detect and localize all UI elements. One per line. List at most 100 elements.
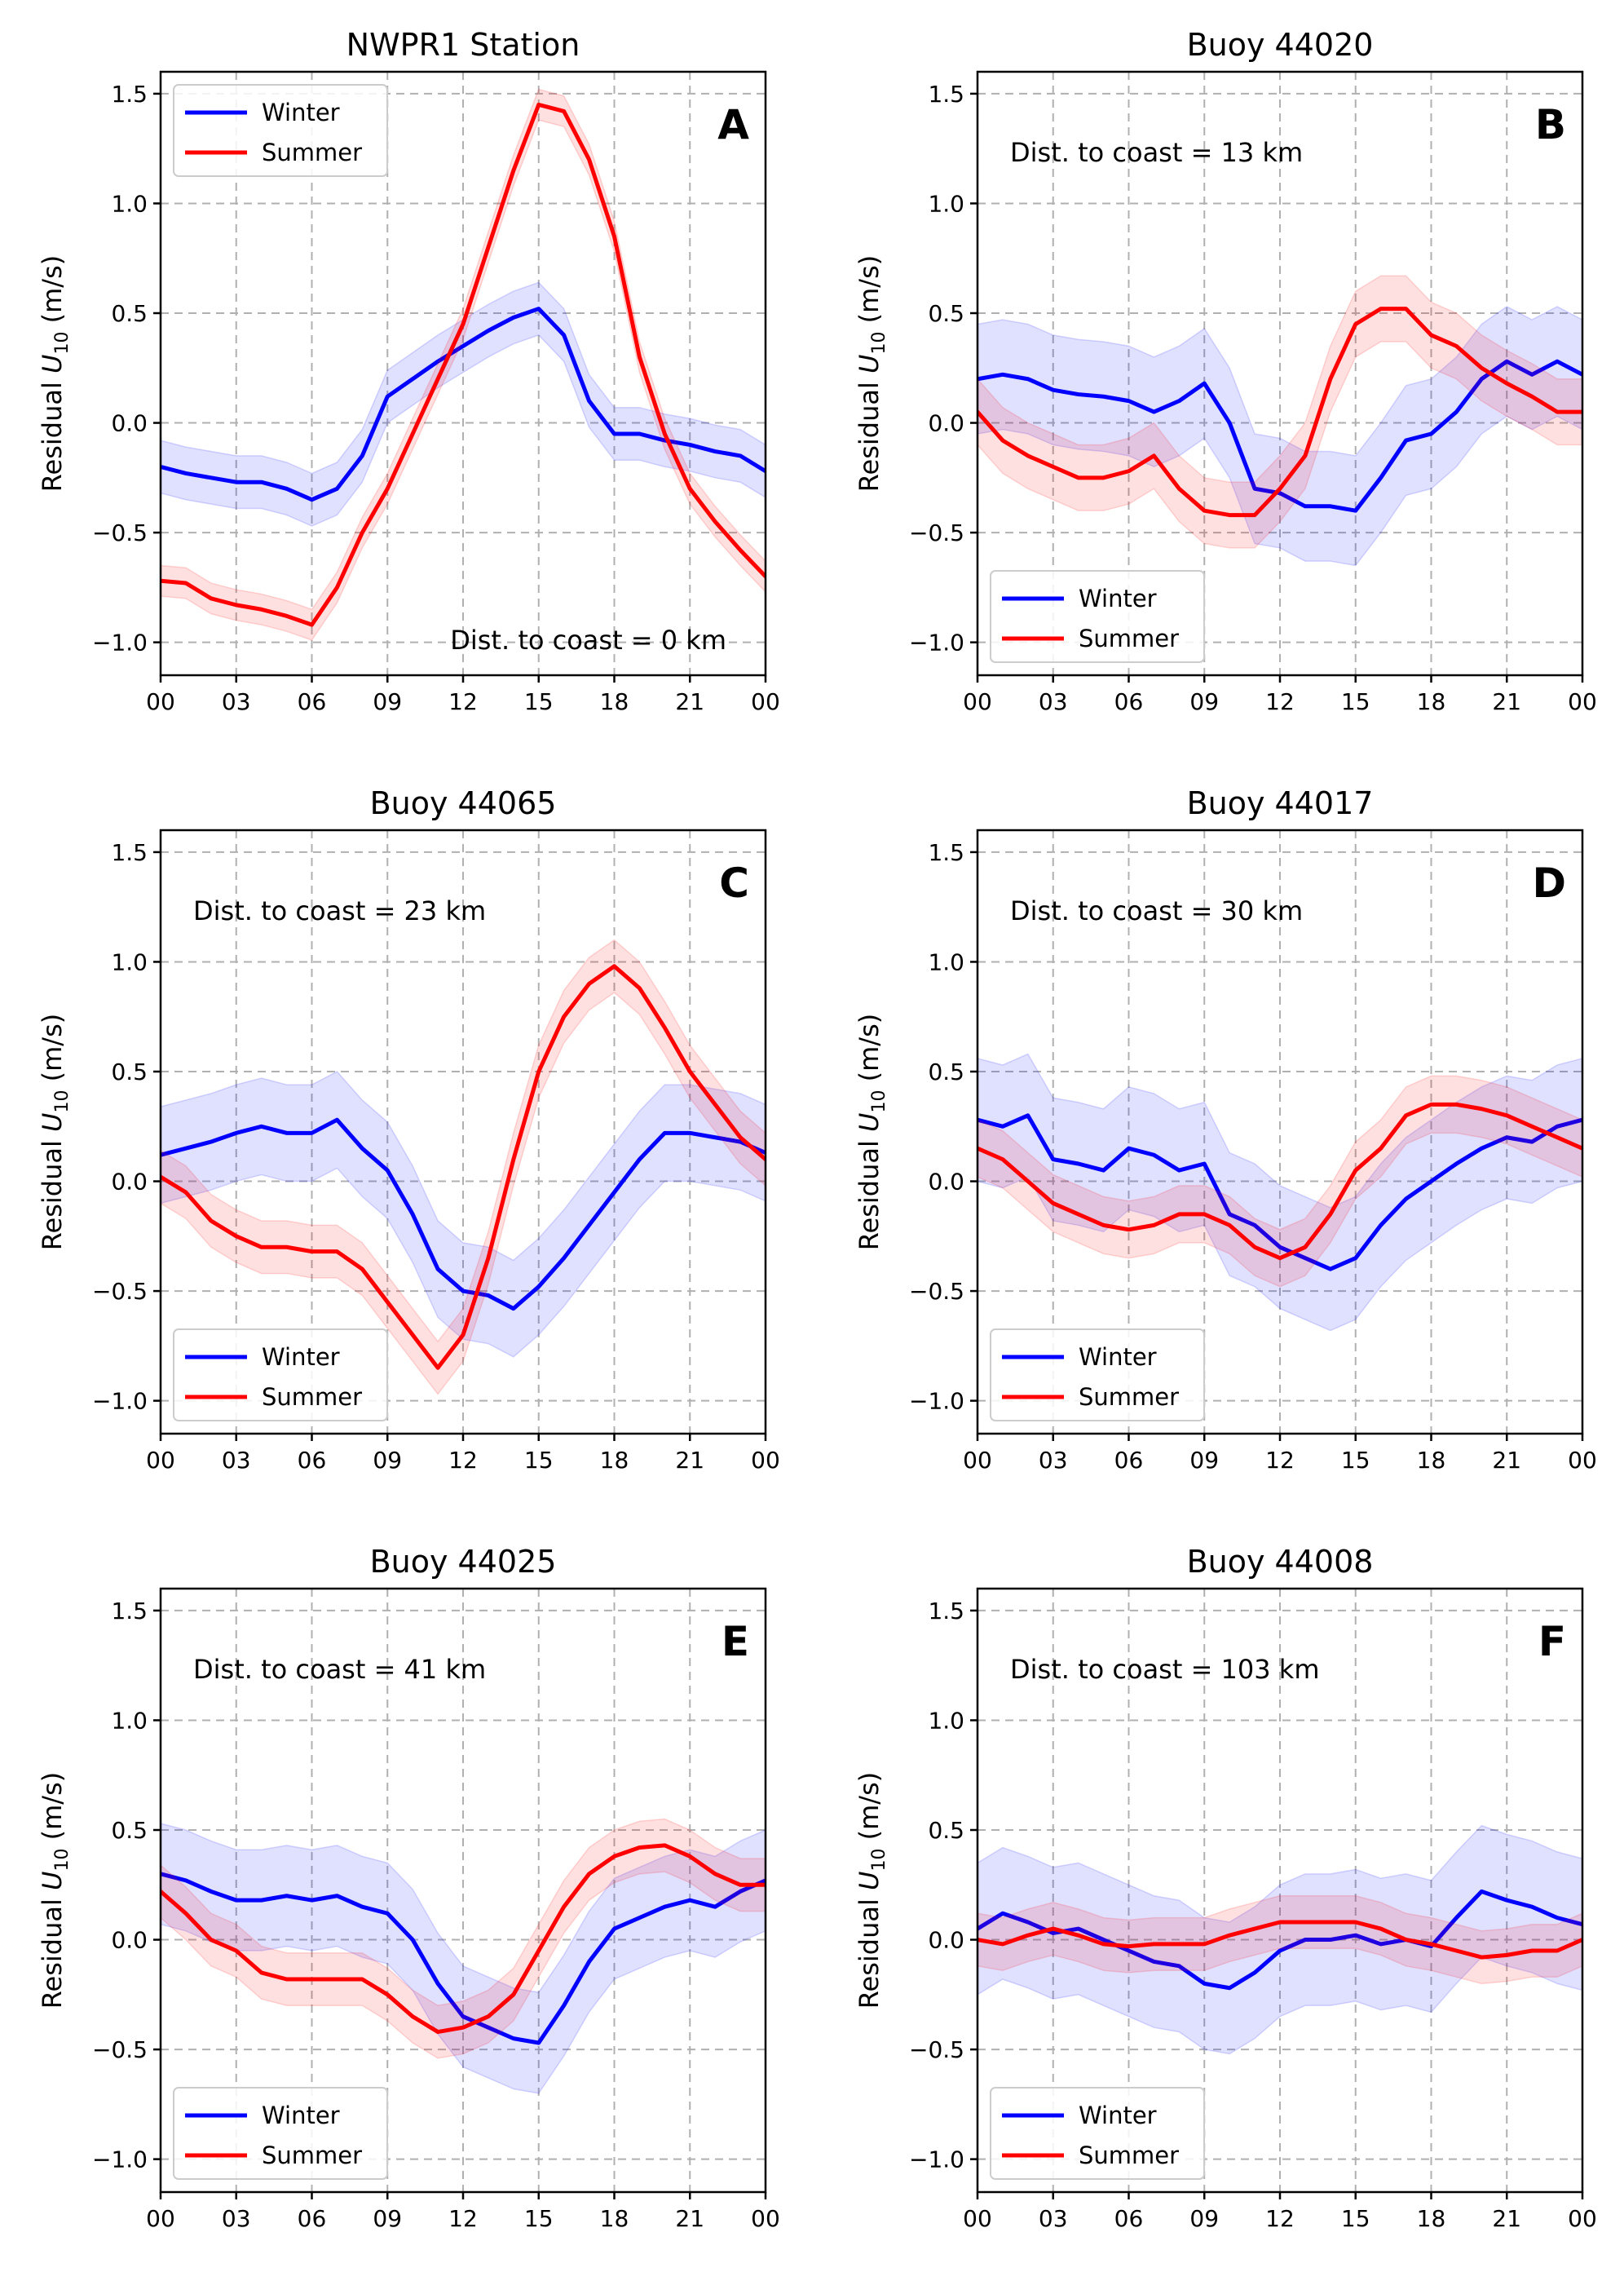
y-axis-label-sub: 10 [869,332,889,355]
y-tick-label: 1.0 [111,948,148,975]
x-tick-label: 03 [1039,2205,1068,2232]
y-tick-label: −0.5 [92,519,148,546]
x-tick-label: 00 [963,1447,992,1474]
x-tick-label: 09 [373,1447,402,1474]
x-tick-label: 09 [373,688,402,715]
panel-letter: E [722,1618,749,1665]
plot-area [161,88,766,641]
y-tick-label: 0.0 [928,1927,964,1954]
y-axis-label: Residual U10 (m/s) [854,1772,889,2009]
y-tick-label: 0.0 [111,410,148,437]
y-axis-label-main: Residual [37,374,68,492]
x-tick-label: 09 [1189,1447,1219,1474]
x-tick-label: 15 [524,1447,554,1474]
panel-a: 00 03 06 09 12 15 18 21 00 −1.0 −0.5 0.0 0.5 1.0 1.5 NW… [37,27,780,715]
series-band-winter [161,1071,766,1358]
y-axis-label-unit: (m/s) [37,1772,68,1849]
panel-title: Buoy 44065 [370,785,557,821]
y-axis-label-var: U [854,1113,885,1132]
panel-title: Buoy 44020 [1187,27,1374,63]
x-tick-label: 03 [1039,688,1068,715]
series-band-summer [161,1818,766,2059]
y-axis-label: Residual U10 (m/s) [37,1772,73,2009]
plot-frame [159,1587,767,2194]
y-axis-label-sub: 10 [869,1090,889,1113]
legend-label-winter: Winter [1079,585,1157,612]
distance-annotation: Dist. to coast = 30 km [1010,895,1303,926]
y-tick-label: 1.5 [111,81,148,108]
y-axis-label-sub: 10 [52,1090,73,1113]
plot-frame [159,70,767,677]
y-tick-label: −0.5 [909,519,964,546]
x-tick-label: 12 [448,2205,478,2232]
y-tick-label: −1.0 [909,1388,964,1415]
plot-frame [159,829,767,1435]
plot-area [161,939,766,1395]
y-tick-label: 0.5 [111,300,148,327]
y-tick-label: −0.5 [909,1278,964,1305]
x-tick-label: 00 [751,1447,780,1474]
y-axis-label-var: U [854,355,885,374]
y-tick-label: 1.5 [111,1598,148,1624]
x-tick-label: 00 [146,688,175,715]
x-tick-label: 09 [373,2205,402,2232]
legend-label-summer: Summer [262,1383,362,1411]
y-axis-label: Residual U10 (m/s) [854,1014,889,1251]
x-tick-label: 12 [1265,688,1295,715]
plot-area [977,1053,1582,1332]
y-tick-label: 1.0 [928,1707,964,1734]
y-tick-label: −0.5 [92,1278,148,1305]
series-band-winter [161,1823,766,2094]
x-tick-label: 06 [298,2205,327,2232]
distance-annotation: Dist. to coast = 23 km [193,895,486,926]
plot-frame [976,1587,1584,2194]
y-tick-label: 1.5 [928,1598,964,1624]
panel-letter: C [719,860,749,907]
series-band-summer [977,1894,1582,1985]
legend-label-summer: Summer [1079,2142,1179,2169]
y-axis-label-var: U [854,1872,885,1890]
x-tick-label: 12 [1265,2205,1295,2232]
panel-d: 00 03 06 09 12 15 18 21 00 −1.0 −0.5 0.0 0.5 1.0 1.5 Bu… [854,785,1597,1474]
panel-title: NWPR1 Station [346,27,580,63]
y-axis-label-var: U [37,1872,68,1890]
x-tick-label: 06 [298,1447,327,1474]
series-band-summer [977,275,1582,549]
x-tick-label: 18 [1417,1447,1446,1474]
y-axis-label-unit: (m/s) [854,1014,885,1090]
plot-frame [976,70,1584,677]
y-tick-label: 0.0 [111,1169,148,1196]
y-tick-label: −1.0 [92,630,148,656]
x-tick-label: 00 [146,2205,175,2232]
x-tick-label: 18 [1417,2205,1446,2232]
series-band-summer [977,1075,1582,1288]
series-band-winter [977,306,1582,567]
distance-annotation: Dist. to coast = 0 km [450,625,726,656]
panel-letter: F [1538,1618,1566,1665]
panel-title: Buoy 44008 [1187,1544,1374,1580]
y-tick-label: 0.5 [111,1059,148,1085]
plot-area [977,275,1582,567]
y-tick-label: 0.0 [111,1927,148,1954]
y-axis-label: Residual U10 (m/s) [37,255,73,493]
x-tick-label: 09 [1189,688,1219,715]
legend: Winter Summer [173,84,388,177]
legend: Winter Summer [173,2087,388,2180]
x-tick-label: 00 [751,688,780,715]
legend: Winter Summer [990,1328,1205,1421]
y-tick-label: 0.5 [111,1817,148,1844]
y-axis-label-unit: (m/s) [854,255,885,332]
y-tick-label: 1.5 [111,839,148,866]
x-tick-label: 06 [1114,688,1144,715]
legend: Winter Summer [173,1328,388,1421]
panel-letter: D [1532,860,1566,907]
legend-label-winter: Winter [1079,2102,1157,2129]
plot-frame [976,829,1584,1435]
y-axis-label: Residual U10 (m/s) [37,1014,73,1251]
y-axis-label-sub: 10 [869,1849,889,1872]
x-tick-label: 09 [1189,2205,1219,2232]
y-axis-label-var: U [37,355,68,374]
x-tick-label: 00 [963,688,992,715]
legend-label-winter: Winter [262,2102,340,2129]
